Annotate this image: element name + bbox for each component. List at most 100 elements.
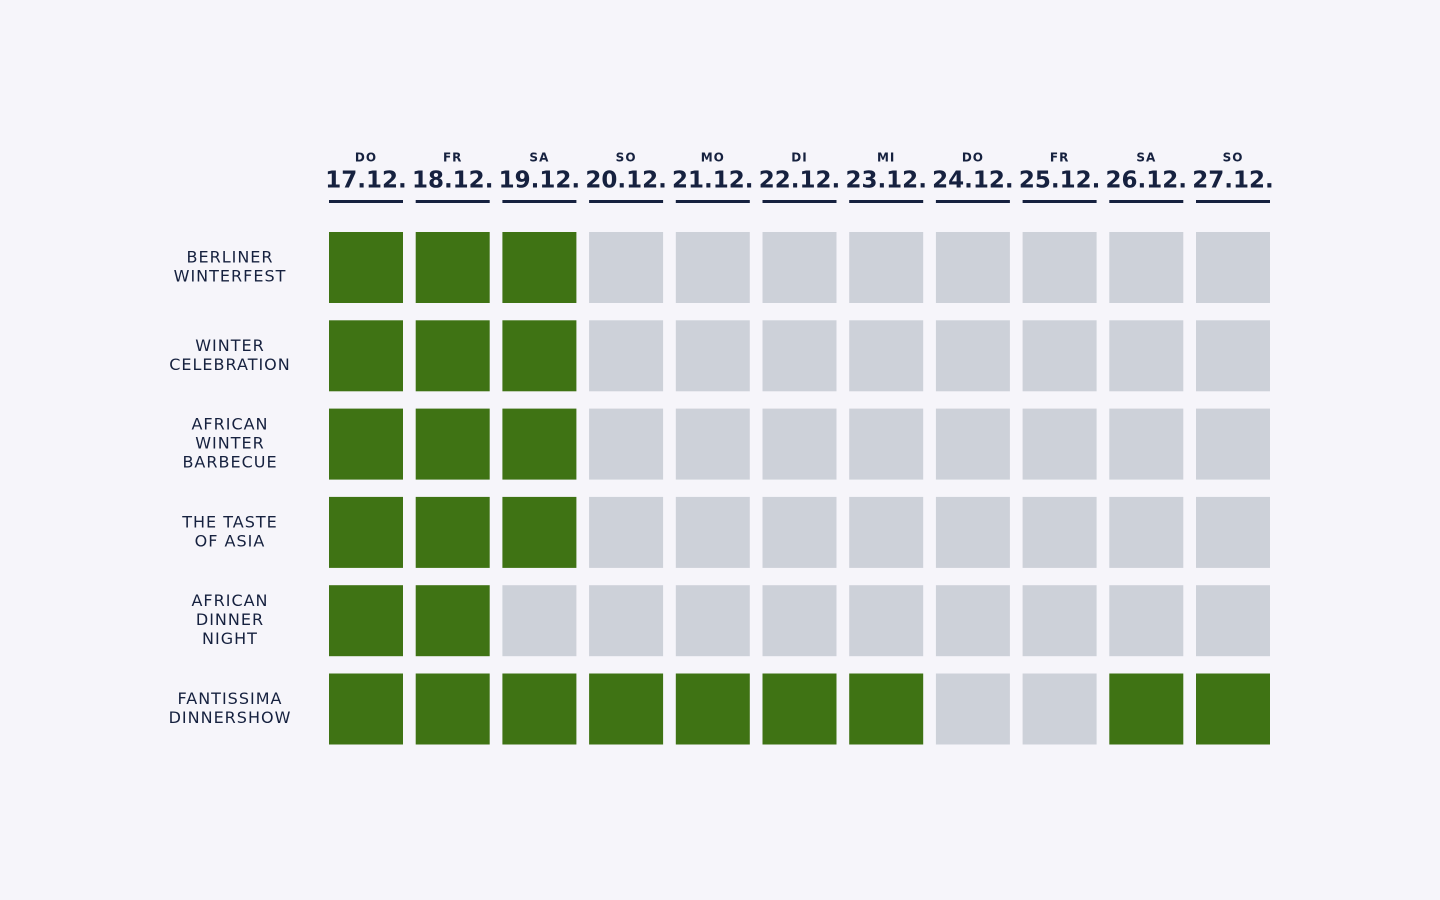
day-label: MI [877, 151, 895, 165]
availability-cell [1196, 320, 1270, 392]
availability-cell [1022, 496, 1097, 568]
availability-cell [502, 585, 577, 657]
availability-cell [502, 232, 577, 303]
availability-cell [1109, 585, 1184, 657]
availability-cell [415, 232, 490, 303]
date-underline [415, 200, 490, 203]
availability-cell [1196, 408, 1270, 480]
availability-cell [1109, 232, 1184, 303]
date-label: 21.12. [672, 168, 754, 194]
availability-cell [415, 408, 490, 480]
date-underline [762, 200, 837, 203]
availability-cell [1109, 320, 1184, 392]
date-underline [849, 200, 924, 203]
date-underline [502, 200, 577, 203]
availability-cell [1022, 320, 1097, 392]
event-label: OF ASIA [195, 531, 266, 550]
date-label: 27.12. [1192, 168, 1274, 194]
date-label: 22.12. [759, 168, 841, 194]
availability-cell [935, 673, 1010, 745]
availability-cell [675, 232, 750, 303]
date-label: 23.12. [845, 168, 927, 194]
event-label: FANTISSIMA [178, 689, 283, 708]
day-label: DO [962, 151, 984, 165]
availability-cell [502, 408, 577, 480]
date-label: 20.12. [585, 168, 667, 194]
availability-cell [762, 496, 837, 568]
availability-cell [935, 585, 1010, 657]
date-label: 24.12. [932, 168, 1014, 194]
availability-cell [935, 232, 1010, 303]
day-label: SO [1223, 151, 1244, 165]
availability-cell [935, 496, 1010, 568]
availability-cell [675, 408, 750, 480]
availability-cell [589, 320, 664, 392]
availability-cell [762, 320, 837, 392]
availability-cell [502, 496, 577, 568]
availability-cell [849, 408, 924, 480]
availability-cell [415, 585, 490, 657]
availability-cell [415, 496, 490, 568]
date-label: 17.12. [325, 168, 407, 194]
date-underline [935, 200, 1010, 203]
event-label: THE TASTE [181, 512, 278, 531]
date-label: 18.12. [412, 168, 494, 194]
availability-cell [675, 585, 750, 657]
availability-cell [762, 232, 837, 303]
day-label: MO [701, 151, 725, 165]
day-label: SO [616, 151, 637, 165]
availability-cell [849, 585, 924, 657]
availability-cell [329, 232, 403, 303]
date-label: 19.12. [499, 168, 581, 194]
date-label: 25.12. [1019, 168, 1101, 194]
event-label: AFRICAN [191, 591, 268, 610]
date-underline [1022, 200, 1097, 203]
availability-cell [502, 320, 577, 392]
availability-cell [415, 673, 490, 745]
event-label: WINTERFEST [174, 267, 287, 286]
availability-cell [589, 496, 664, 568]
event-label: CELEBRATION [169, 355, 291, 374]
availability-cell [1022, 673, 1097, 745]
availability-cell [1196, 496, 1270, 568]
availability-cell [1022, 585, 1097, 657]
event-label: BARBECUE [182, 453, 277, 472]
availability-cell [849, 496, 924, 568]
day-label: SA [529, 151, 549, 165]
availability-cell [589, 408, 664, 480]
availability-cell [1022, 232, 1097, 303]
event-label: WINTER [195, 336, 265, 355]
availability-cell [589, 585, 664, 657]
event-label: NIGHT [202, 629, 258, 648]
availability-cell [675, 320, 750, 392]
availability-cell [849, 232, 924, 303]
availability-cell [1022, 408, 1097, 480]
date-underline [1109, 200, 1184, 203]
date-underline [675, 200, 750, 203]
day-label: DO [355, 151, 377, 165]
availability-cell [1196, 673, 1270, 745]
availability-cell [1109, 673, 1184, 745]
availability-cell [329, 585, 403, 657]
day-label: FR [1050, 151, 1069, 165]
availability-cell [675, 496, 750, 568]
date-underline [329, 200, 403, 203]
availability-cell [675, 673, 750, 745]
availability-cell [589, 232, 664, 303]
availability-cell [1109, 408, 1184, 480]
availability-cell [415, 320, 490, 392]
day-label: SA [1136, 151, 1156, 165]
availability-cell [762, 673, 837, 745]
availability-cell [935, 320, 1010, 392]
availability-cell [329, 408, 403, 480]
availability-cell [329, 320, 403, 392]
date-label: 26.12. [1106, 168, 1188, 194]
event-label: AFRICAN [191, 415, 268, 434]
availability-cell [935, 408, 1010, 480]
availability-cell [329, 496, 403, 568]
date-underline [1196, 200, 1270, 203]
day-label: FR [443, 151, 462, 165]
event-label: BERLINER [186, 248, 273, 267]
availability-cell [329, 673, 403, 745]
